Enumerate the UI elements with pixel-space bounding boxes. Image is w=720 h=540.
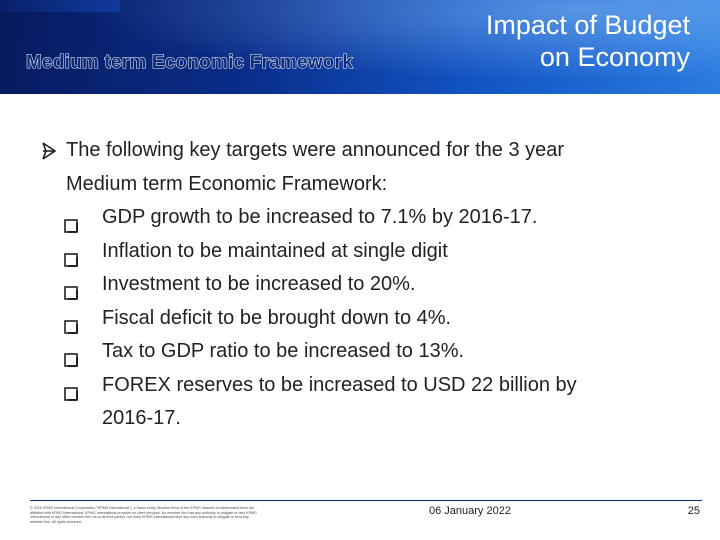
header-gradient-sheen [0,0,720,94]
list-item-text: Fiscal deficit to be brought down to 4%. [102,306,452,329]
checkbox-bullet-icon [64,345,78,367]
list-item: Fiscal deficit to be brought down to 4%. [64,302,690,336]
footer-date: 06 January 2022 [429,505,511,517]
slide-title: Impact of Budget on Economy [390,9,690,73]
list-item-text-line-2: 2016-17. [102,407,181,429]
list-item-text: Investment to be increased to 20%. [102,273,416,295]
checkbox-bullet-icon [64,278,78,300]
list-item-text-line-1: FOREX reserves to be increased to USD 22… [102,373,577,396]
list-item: Investment to be increased to 20%. [64,268,690,302]
checkbox-bullet-icon [64,379,78,401]
header-corner-band [0,0,120,12]
footer-divider [30,500,702,501]
checkbox-bullet-icon [64,312,78,334]
list-item: Tax to GDP ratio to be increased to 13%. [64,335,690,369]
arrow-bullet-icon [40,134,60,167]
header-banner: Impact of Budget on Economy Medium term … [0,0,720,94]
list-item: FOREX reserves to be increased to USD 22… [64,369,690,436]
target-list: GDP growth to be increased to 7.1% by 20… [40,201,690,436]
slide-title-line-2: on Economy [539,42,690,72]
list-item: Inflation to be maintained at single dig… [64,235,690,269]
footer-legal-text: © 2016 KPMG International Cooperative (“… [30,506,257,524]
section-subtitle: Medium term Economic Framework [26,52,354,74]
checkbox-bullet-icon [64,245,78,267]
list-item-text: Tax to GDP ratio to be increased to 13%. [102,340,465,362]
list-item-text: GDP growth to be increased to 7.1% by 20… [102,206,538,228]
list-item-text: Inflation to be maintained at single dig… [102,239,448,262]
list-item: GDP growth to be increased to 7.1% by 20… [64,201,690,235]
checkbox-bullet-icon [64,211,78,233]
lead-bullet: The following key targets were announced… [40,134,690,201]
lead-text-line-1: The following key targets were announced… [66,139,565,161]
slide-body: The following key targets were announced… [40,134,690,436]
page-number: 25 [687,505,700,517]
lead-text-line-2: Medium term Economic Framework: [66,172,388,195]
slide-title-line-1: Impact of Budget [485,10,690,40]
